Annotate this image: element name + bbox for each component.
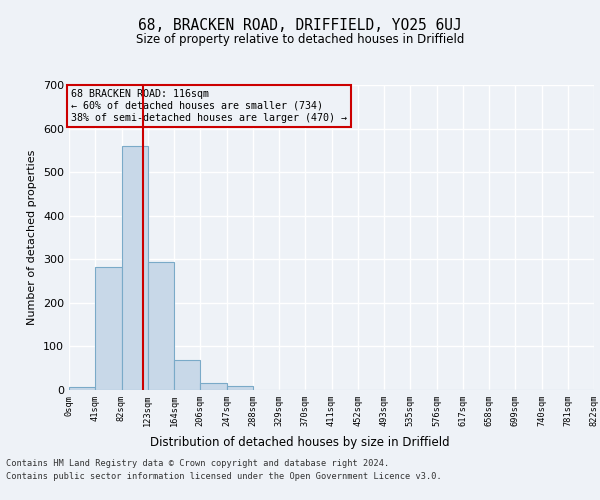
Bar bbox=[69, 387, 95, 390]
Bar bbox=[121, 146, 148, 390]
Bar bbox=[95, 266, 121, 390]
Text: Distribution of detached houses by size in Driffield: Distribution of detached houses by size … bbox=[150, 436, 450, 449]
Bar bbox=[200, 384, 227, 390]
Text: Size of property relative to detached houses in Driffield: Size of property relative to detached ho… bbox=[136, 32, 464, 46]
Bar bbox=[148, 262, 174, 390]
Text: 68, BRACKEN ROAD, DRIFFIELD, YO25 6UJ: 68, BRACKEN ROAD, DRIFFIELD, YO25 6UJ bbox=[138, 18, 462, 32]
Text: 68 BRACKEN ROAD: 116sqm
← 60% of detached houses are smaller (734)
38% of semi-d: 68 BRACKEN ROAD: 116sqm ← 60% of detache… bbox=[71, 90, 347, 122]
Bar bbox=[227, 386, 253, 390]
Bar bbox=[174, 360, 200, 390]
Text: Contains public sector information licensed under the Open Government Licence v3: Contains public sector information licen… bbox=[6, 472, 442, 481]
Text: Contains HM Land Registry data © Crown copyright and database right 2024.: Contains HM Land Registry data © Crown c… bbox=[6, 458, 389, 468]
Y-axis label: Number of detached properties: Number of detached properties bbox=[28, 150, 37, 325]
